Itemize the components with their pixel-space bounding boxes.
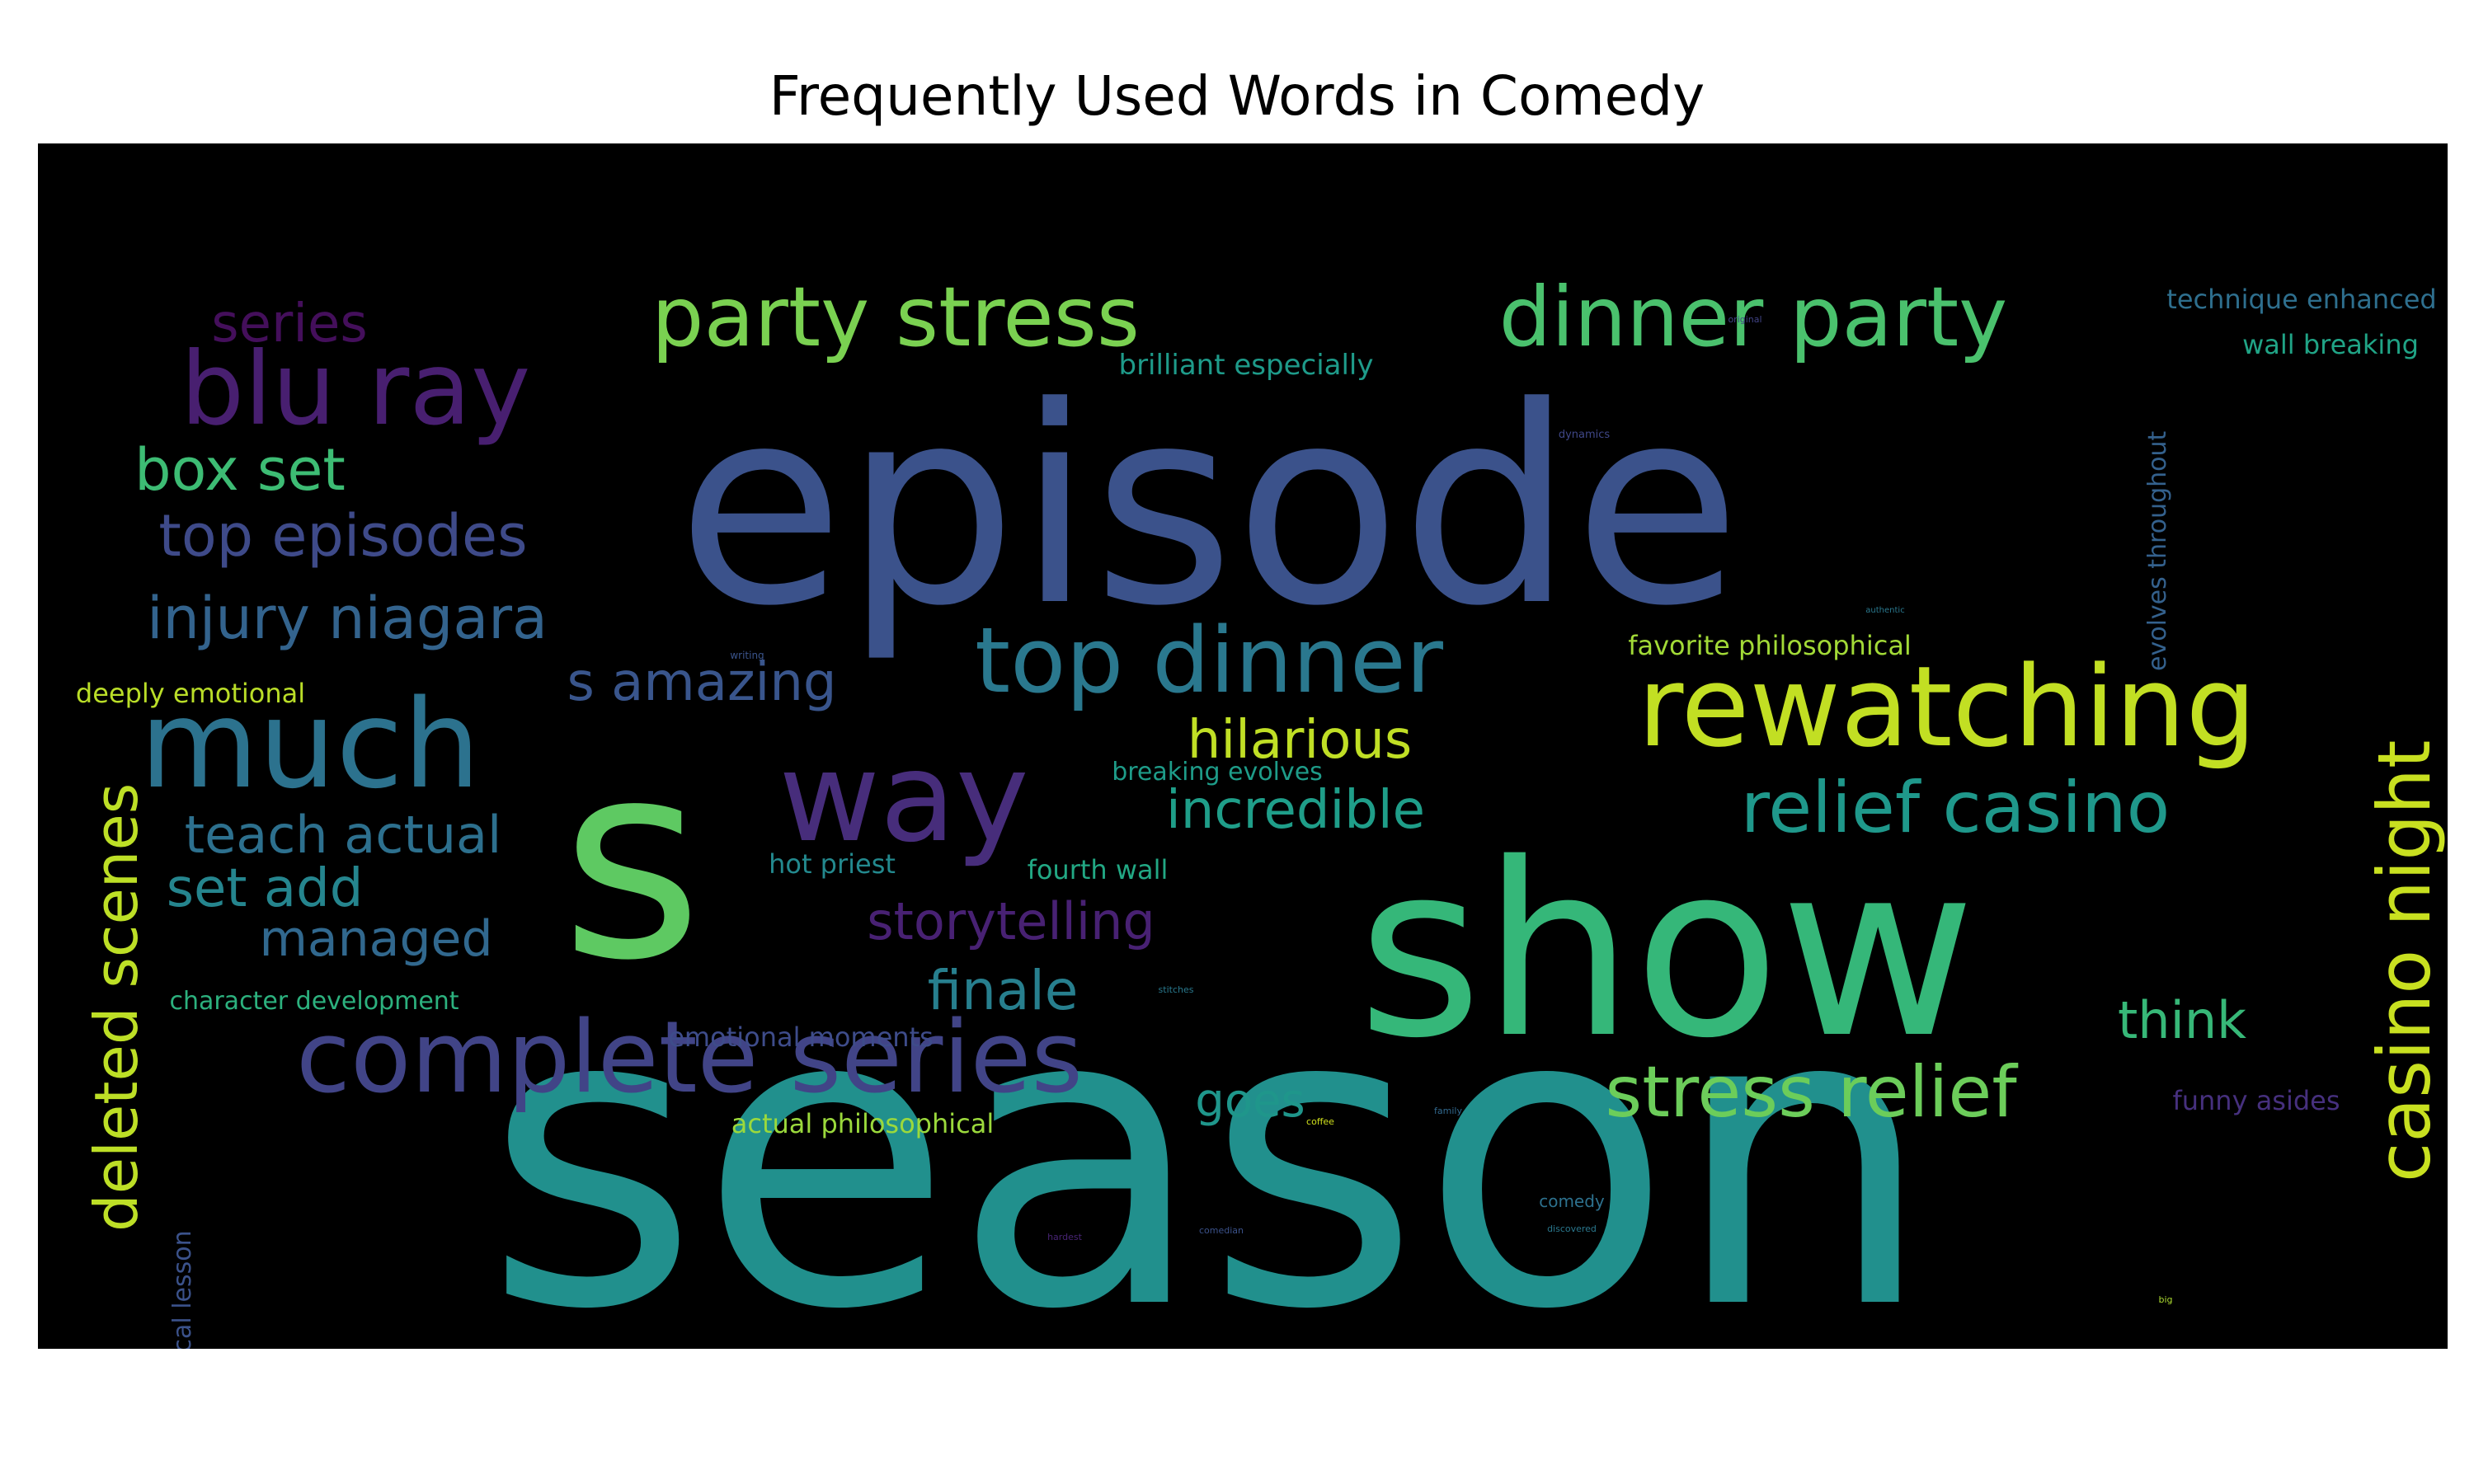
word-wall-breaking: wall breaking (2242, 329, 2419, 360)
word-s: s (561, 703, 703, 1020)
word-rewatching: rewatching (1638, 642, 2256, 772)
word-comedian: comedian (1199, 1225, 1244, 1236)
word-teach-actual: teach actual (185, 805, 501, 865)
word-discovered: discovered (1547, 1223, 1597, 1234)
word-blu-ray: blu ray (181, 331, 531, 448)
word-actual-philosophical: actual philosophical (731, 1108, 994, 1139)
word-cloud: season episode show s rewatching much way compl… (76, 269, 2448, 1349)
word-series: series (211, 294, 368, 355)
word-character-development: character development (169, 987, 459, 1016)
word-s-amazing: s amazing (567, 652, 836, 713)
word-writing: writing (730, 650, 764, 661)
word-cloud-panel: season episode show s rewatching much way compl… (38, 143, 2448, 1349)
word-comedy: comedy (1539, 1191, 1605, 1211)
word-favorite-philosophical: favorite philosophical (1628, 630, 1912, 661)
word-hilarious: hilarious (1188, 710, 1413, 771)
word-storytelling: storytelling (867, 891, 1155, 951)
word-keeping: keeping (1232, 1345, 1441, 1349)
word-way: way (778, 726, 1028, 870)
word-show: show (1357, 813, 1976, 1091)
word-deeply-emotional: deeply emotional (76, 678, 305, 709)
word-casino-night: casino night (2362, 740, 2447, 1182)
word-philosophical-lesson: philosophical lesson (168, 1230, 197, 1349)
word-incredible: incredible (1166, 780, 1425, 841)
word-stress-relief: stress relief (1605, 1051, 2018, 1134)
word-hot-priest: hot priest (769, 848, 896, 880)
word-technique-enhanced: technique enhanced (2166, 284, 2436, 315)
word-goes: goes (1195, 1074, 1305, 1128)
word-evolves-throughout: evolves throughout (2143, 430, 2172, 671)
word-deleted-scenes: deleted scenes (82, 783, 151, 1232)
word-finale: finale (928, 959, 1079, 1022)
word-big: big (2158, 1294, 2172, 1305)
word-dinner-party: dinner party (1499, 269, 2008, 365)
word-top-dinner: top dinner (975, 608, 1444, 713)
word-authentic: authentic (1865, 606, 1904, 615)
word-managed: managed (259, 910, 492, 968)
word-funny-asides: funny asides (2172, 1085, 2340, 1116)
word-box-set: box set (134, 436, 346, 504)
word-philosophical-concepts: philosophical concepts (2444, 1140, 2448, 1349)
word-top-episodes: top episodes (158, 502, 527, 570)
word-original: original (1728, 314, 1761, 325)
word-much: much (139, 674, 480, 815)
word-party-stress: party stress (651, 269, 1140, 365)
word-think: think (2118, 990, 2246, 1050)
word-coffee: coffee (1306, 1116, 1334, 1127)
word-injury-niagara: injury niagara (147, 585, 548, 652)
word-relief-casino: relief casino (1741, 767, 2171, 849)
word-family: family (1434, 1106, 1462, 1116)
word-emotional-moments: emotional moments (668, 1021, 934, 1053)
word-season: season (484, 919, 1934, 1349)
word-dynamics: dynamics (1559, 429, 1611, 441)
word-breaking-evolves: breaking evolves (1112, 758, 1323, 787)
word-episode: episode (677, 349, 1742, 665)
word-stitches: stitches (1159, 984, 1194, 995)
word-hardest: hardest (1047, 1232, 1083, 1242)
word-brilliant-especially: brilliant especially (1119, 349, 1374, 382)
word-complete-series: complete series (296, 1001, 1083, 1115)
word-fourth-wall: fourth wall (1028, 854, 1169, 885)
chart-title: Frequently Used Words in Comedy (769, 64, 1705, 128)
word-set-add: set add (167, 858, 364, 919)
